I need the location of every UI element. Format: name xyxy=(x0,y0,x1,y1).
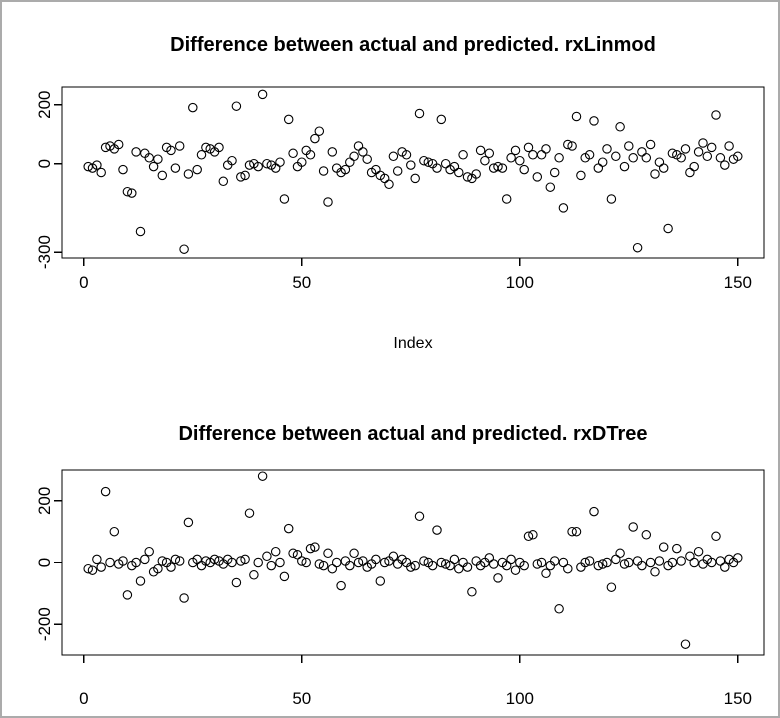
svg-text:150: 150 xyxy=(724,273,752,292)
svg-text:0: 0 xyxy=(79,273,88,292)
chart-title-rxdtree: Difference between actual and predicted.… xyxy=(178,423,647,445)
svg-text:150: 150 xyxy=(724,689,752,708)
svg-text:0: 0 xyxy=(35,558,54,567)
svg-text:200: 200 xyxy=(35,487,54,515)
chart-rxlinmod: Difference between actual and predicted.… xyxy=(35,34,765,352)
svg-text:-200: -200 xyxy=(35,607,54,641)
svg-text:Index: Index xyxy=(393,335,432,352)
svg-text:100: 100 xyxy=(506,689,534,708)
chart-title-rxlinmod: Difference between actual and predicted.… xyxy=(170,34,656,56)
svg-text:50: 50 xyxy=(292,273,311,292)
chart-rxdtree: Difference between actual and predicted.… xyxy=(35,423,765,708)
svg-text:0: 0 xyxy=(79,689,88,708)
svg-text:200: 200 xyxy=(35,91,54,119)
svg-text:-300: -300 xyxy=(35,235,54,269)
svg-text:100: 100 xyxy=(506,273,534,292)
svg-text:0: 0 xyxy=(35,159,54,168)
svg-text:50: 50 xyxy=(292,689,311,708)
